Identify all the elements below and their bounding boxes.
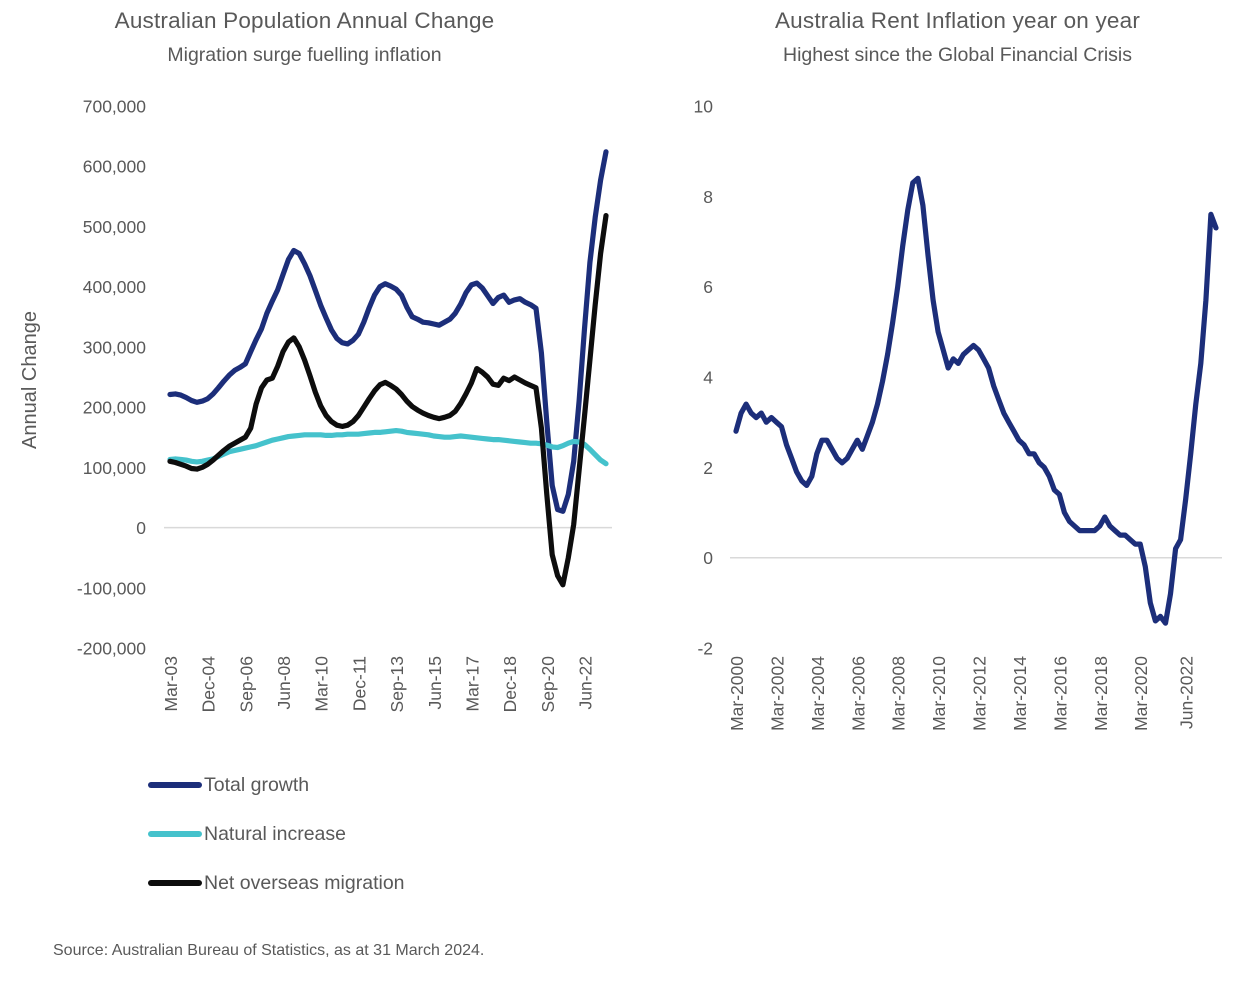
series-line-rent-inflation-year-on-year- <box>733 175 1219 626</box>
y-tick-label: -200,000 <box>77 639 146 659</box>
legend-swatch-total-growth <box>148 782 202 788</box>
y-tick-label: -100,000 <box>77 578 146 598</box>
y-tick-label: 0 <box>136 518 146 538</box>
x-tick-label: Mar-03 <box>161 656 181 711</box>
right-chart-subtitle: Highest since the Global Financial Crisi… <box>783 44 1132 66</box>
left-chart-title: Australian Population Annual Change <box>114 8 495 33</box>
x-tick-label: Jun-08 <box>274 656 294 710</box>
y-tick-label: 700,000 <box>83 97 147 117</box>
legend-swatch-natural-increase <box>148 831 202 837</box>
x-tick-label: Dec-04 <box>199 656 219 713</box>
y-tick-label: 8 <box>703 187 713 207</box>
left-chart-subtitle: Migration surge fuelling inflation <box>167 44 442 66</box>
y-tick-label: -2 <box>697 639 713 659</box>
x-tick-label: Jun-15 <box>425 656 445 710</box>
x-tick-label: Sep-06 <box>236 656 256 712</box>
x-tick-label: Mar-2008 <box>889 656 909 731</box>
x-tick-label: Mar-2020 <box>1131 656 1151 731</box>
y-tick-label: 300,000 <box>83 337 147 357</box>
legend-label-net-overseas-migration: Net overseas migration <box>204 871 405 894</box>
left-y-axis-title: Annual Change <box>19 311 41 449</box>
y-tick-label: 600,000 <box>83 157 147 177</box>
x-tick-label: Mar-2018 <box>1091 656 1111 731</box>
x-tick-label: Mar-10 <box>312 656 332 712</box>
x-tick-label: Jun-2022 <box>1177 656 1197 729</box>
legend-label-natural-increase: Natural increase <box>204 822 346 845</box>
x-tick-label: Mar-2010 <box>929 656 949 731</box>
y-tick-label: 2 <box>703 458 713 478</box>
x-tick-label: Mar-2016 <box>1050 656 1070 731</box>
right-chart-title: Australia Rent Inflation year on year <box>774 8 1141 33</box>
y-tick-label: 500,000 <box>83 217 147 237</box>
y-tick-label: 400,000 <box>83 277 147 297</box>
legend-item-net-overseas-migration: Net overseas migration <box>148 870 405 896</box>
source-note: Source: Australian Bureau of Statistics,… <box>53 942 485 959</box>
legend-item-natural-increase: Natural increase <box>148 821 405 847</box>
x-tick-label: Mar-2002 <box>767 656 787 731</box>
x-tick-label: Dec-18 <box>500 656 520 712</box>
x-tick-label: Mar-2000 <box>727 656 747 731</box>
series-line-net-overseas-migration <box>167 213 609 588</box>
x-tick-label: Mar-17 <box>462 656 482 711</box>
x-tick-label: Sep-20 <box>538 656 558 713</box>
series-line-natural-increase <box>167 428 609 467</box>
y-tick-label: 0 <box>703 548 713 568</box>
x-tick-label: Mar-2006 <box>848 656 868 731</box>
y-tick-label: 200,000 <box>83 398 147 418</box>
x-tick-label: Jun-22 <box>576 656 596 710</box>
legend-swatch-net-overseas-migration <box>148 880 202 886</box>
x-tick-label: Sep-13 <box>387 656 407 712</box>
x-tick-label: Dec-11 <box>349 656 369 711</box>
legend-item-total-growth: Total growth <box>148 772 405 798</box>
x-tick-label: Mar-2004 <box>808 656 828 731</box>
y-tick-label: 100,000 <box>83 458 147 478</box>
series-line-total-growth <box>167 149 609 514</box>
legend-label-total-growth: Total growth <box>204 773 310 796</box>
y-tick-label: 10 <box>694 97 714 117</box>
y-tick-label: 6 <box>703 277 713 297</box>
legend: Total growth Natural increase Net overse… <box>148 772 405 919</box>
x-tick-label: Mar-2012 <box>970 656 990 731</box>
y-tick-label: 4 <box>703 368 713 388</box>
x-tick-label: Mar-2014 <box>1010 656 1030 731</box>
